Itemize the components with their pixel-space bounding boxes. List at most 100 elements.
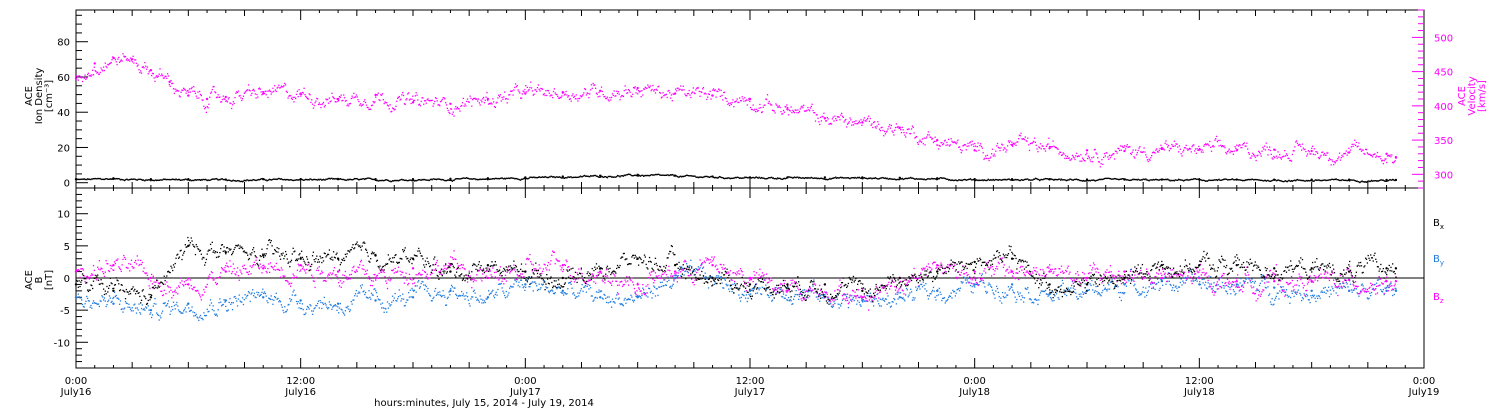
by-sample	[680, 275, 682, 277]
by-sample	[1204, 284, 1206, 286]
density-sample	[456, 177, 459, 180]
velocity-sample	[163, 77, 165, 79]
by-sample	[1010, 286, 1012, 288]
by-sample	[835, 295, 838, 297]
velocity-sample	[827, 118, 829, 120]
by-sample	[878, 305, 881, 307]
by-sample	[76, 297, 78, 299]
velocity-sample	[279, 87, 282, 89]
density-sample	[104, 178, 106, 180]
density-sample	[1238, 179, 1240, 181]
density-sample	[370, 178, 373, 180]
density-sample	[982, 179, 984, 182]
by-sample	[883, 300, 886, 302]
velocity-sample	[435, 97, 438, 100]
velocity-sample	[1146, 159, 1149, 161]
density-sample	[523, 177, 525, 180]
density-sample	[781, 178, 783, 180]
velocity-sample	[450, 108, 452, 110]
by-sample	[1078, 293, 1080, 295]
velocity-sample	[1048, 137, 1050, 139]
velocity-sample	[208, 103, 210, 105]
by-sample	[491, 290, 493, 293]
by-sample	[636, 295, 638, 298]
x-tick-label-day: July17	[734, 387, 766, 398]
velocity-sample	[512, 94, 514, 96]
density-sample	[747, 177, 749, 179]
velocity-sample	[1011, 141, 1013, 143]
by-sample	[363, 290, 365, 292]
velocity-sample	[377, 92, 379, 94]
by-sample	[804, 294, 807, 296]
density-sample	[1381, 179, 1384, 181]
density-sample	[660, 174, 662, 176]
velocity-sample	[1381, 159, 1384, 162]
by-sample	[1036, 299, 1038, 301]
density-sample	[712, 176, 714, 178]
density-sample	[1369, 180, 1371, 182]
density-sample	[1223, 178, 1225, 180]
by-sample	[956, 289, 958, 291]
density-sample	[789, 176, 791, 178]
density-sample	[1352, 179, 1354, 181]
by-sample	[1103, 288, 1106, 290]
density-sample	[118, 178, 121, 180]
density-sample	[1260, 179, 1262, 181]
x-tick-label-day: July16	[284, 387, 316, 398]
density-sample	[836, 177, 839, 179]
by-sample	[1017, 291, 1019, 293]
density-sample	[1153, 179, 1155, 181]
by-sample	[1140, 294, 1142, 296]
by-sample	[98, 305, 101, 308]
by-sample	[915, 286, 917, 288]
by-sample	[601, 297, 604, 299]
velocity-sample	[257, 96, 259, 98]
density-sample	[848, 177, 850, 180]
velocity-sample	[1068, 157, 1070, 159]
by-sample	[1108, 284, 1110, 286]
velocity-sample	[1199, 148, 1202, 151]
velocity-sample	[407, 92, 410, 94]
velocity-sample	[716, 90, 718, 92]
by-sample	[795, 290, 797, 292]
velocity-sample	[144, 61, 146, 64]
density-sample	[970, 179, 973, 181]
by-sample	[82, 305, 85, 308]
density-sample	[396, 179, 398, 182]
by-sample	[616, 294, 618, 296]
velocity-sample	[1251, 155, 1253, 157]
by-sample	[204, 314, 206, 317]
density-sample	[1292, 179, 1294, 182]
density-sample	[1138, 179, 1140, 181]
velocity-sample	[1157, 151, 1160, 153]
density-sample	[1286, 181, 1288, 183]
by-sample	[1017, 293, 1020, 295]
velocity-sample	[1366, 152, 1369, 154]
by-sample	[793, 295, 796, 298]
velocity-sample	[366, 106, 368, 109]
velocity-sample	[486, 91, 488, 94]
density-sample	[168, 178, 170, 181]
velocity-sample	[260, 91, 262, 93]
by-sample	[155, 303, 157, 305]
velocity-sample	[871, 123, 873, 125]
density-sample	[1318, 179, 1320, 181]
density-sample	[465, 177, 467, 179]
density-sample	[222, 178, 224, 181]
velocity-sample	[552, 90, 555, 93]
by-sample	[663, 284, 665, 287]
by-sample	[728, 288, 730, 290]
velocity-sample	[851, 124, 853, 126]
by-sample	[382, 307, 384, 309]
velocity-sample	[191, 86, 193, 89]
velocity-sample	[760, 107, 762, 109]
velocity-sample	[899, 127, 901, 129]
by-sample	[291, 294, 293, 296]
by-sample	[582, 290, 584, 292]
by-sample	[429, 294, 431, 296]
velocity-sample	[321, 103, 323, 106]
density-sample	[1322, 179, 1325, 181]
density-sample	[1343, 179, 1345, 181]
by-sample	[1105, 288, 1107, 291]
density-sample	[759, 177, 761, 179]
